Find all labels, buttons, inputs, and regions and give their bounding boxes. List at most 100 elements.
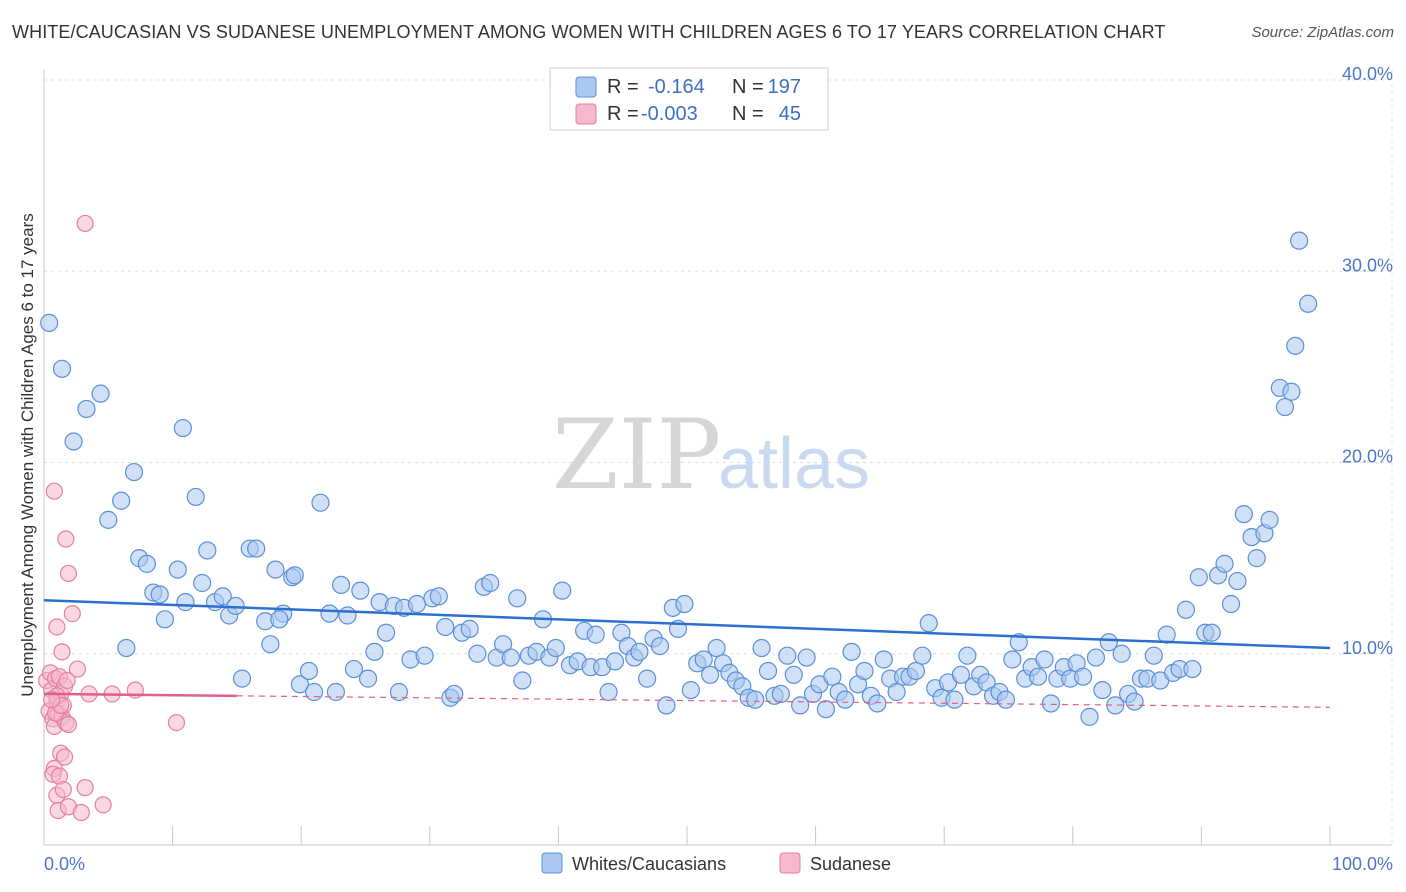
x-tick-label-min: 0.0% [44,854,85,874]
point-whites [389,682,409,702]
point-whites [1035,650,1054,669]
point-whites [155,610,174,629]
point-whites [791,696,810,715]
legend-r-label-1: R = [607,76,639,98]
legend-swatch-blue [575,76,597,98]
point-whites [816,700,835,719]
point-sudanese [59,564,78,583]
point-whites [494,635,513,654]
point-whites [945,690,964,709]
point-whites [1286,336,1305,355]
point-whites [407,594,427,614]
point-whites [299,661,319,681]
point-whites [326,682,346,702]
point-whites [1080,707,1099,726]
point-whites [99,510,118,529]
point-whites [513,671,532,690]
point-whites [675,594,694,614]
point-whites [1260,510,1279,529]
point-whites [176,593,195,612]
point-whites [311,493,330,512]
point-sudanese [54,780,72,799]
point-whites [1041,694,1061,713]
point-whites [1290,231,1309,250]
point-whites [842,642,861,661]
point-whites [586,625,605,644]
point-sudanese [57,530,75,548]
point-whites [771,684,790,704]
point-whites [874,650,893,669]
point-sudanese [45,482,63,500]
point-whites [331,575,351,595]
point-whites [1086,648,1106,667]
x-axis-ticks [172,826,1331,845]
point-whites [996,690,1016,709]
point-whites [1215,554,1234,573]
point-whites [501,648,520,667]
point-whites [270,610,289,629]
legend-r-label-2: R = [607,103,639,125]
point-sudanese [48,618,66,636]
point-sudanese [53,643,71,661]
legend-top: R = -0.164 N = 197 R = -0.003 N = 45 [549,67,829,131]
point-whites [1282,382,1301,401]
point-whites [1099,633,1118,652]
point-whites [1234,505,1253,524]
y-axis-label: Unemployment Among Women with Children A… [18,213,37,697]
legend-r-value-1: -0.164 [648,76,705,98]
legend-bottom-swatch-sudanese [779,852,801,874]
point-sudanese [167,713,186,732]
point-whites [40,313,59,332]
watermark: ZIP atlas [552,399,870,511]
point-whites [1247,549,1266,568]
point-sudanese [58,671,76,690]
chart-title: WHITE/CAUCASIAN VS SUDANESE UNEMPLOYMENT… [12,22,1166,42]
trend-line-whites [43,598,1331,650]
point-whites [91,384,110,403]
series-whites-points [40,231,1318,726]
point-whites [508,589,527,608]
point-whites [468,644,487,663]
point-whites [746,690,765,709]
point-whites [1144,646,1163,665]
point-sudanese [76,214,94,233]
point-whites [638,669,657,688]
point-whites [701,665,720,684]
point-whites [186,487,205,507]
point-whites [52,359,72,378]
point-whites [958,646,977,665]
point-whites [1112,644,1131,663]
point-whites [599,682,618,702]
point-whites [605,652,625,671]
x-tick-label-max: 100.0% [1332,854,1393,874]
point-sudanese [68,660,87,678]
point-whites [778,646,797,665]
point-whites [124,462,144,482]
point-whites [168,560,187,579]
point-whites [694,650,713,669]
point-whites [266,560,285,579]
trend-lines [43,598,1331,708]
y-tick-label: 10.0% [1342,638,1393,658]
point-sudanese [94,796,112,814]
legend-r-value-2: -0.003 [641,103,698,125]
point-whites [304,682,324,702]
point-whites [1073,667,1093,686]
point-whites [855,661,874,681]
point-whites [285,566,304,585]
legend-n-value-1: 197 [768,76,801,98]
point-whites [1028,667,1048,686]
point-whites [117,638,136,658]
y-tick-label: 40.0% [1342,64,1393,84]
point-sudanese [63,604,81,623]
point-whites [173,418,192,438]
point-whites [365,642,384,661]
point-whites [650,636,670,656]
point-whites [1221,594,1241,614]
legend-bottom-label-whites: Whites/Caucasians [572,854,726,874]
series-sudanese-points [37,214,186,822]
legend-n-label-2: N = [732,103,764,125]
point-whites [784,665,803,684]
point-whites [64,432,83,451]
watermark-atlas: atlas [718,424,870,504]
